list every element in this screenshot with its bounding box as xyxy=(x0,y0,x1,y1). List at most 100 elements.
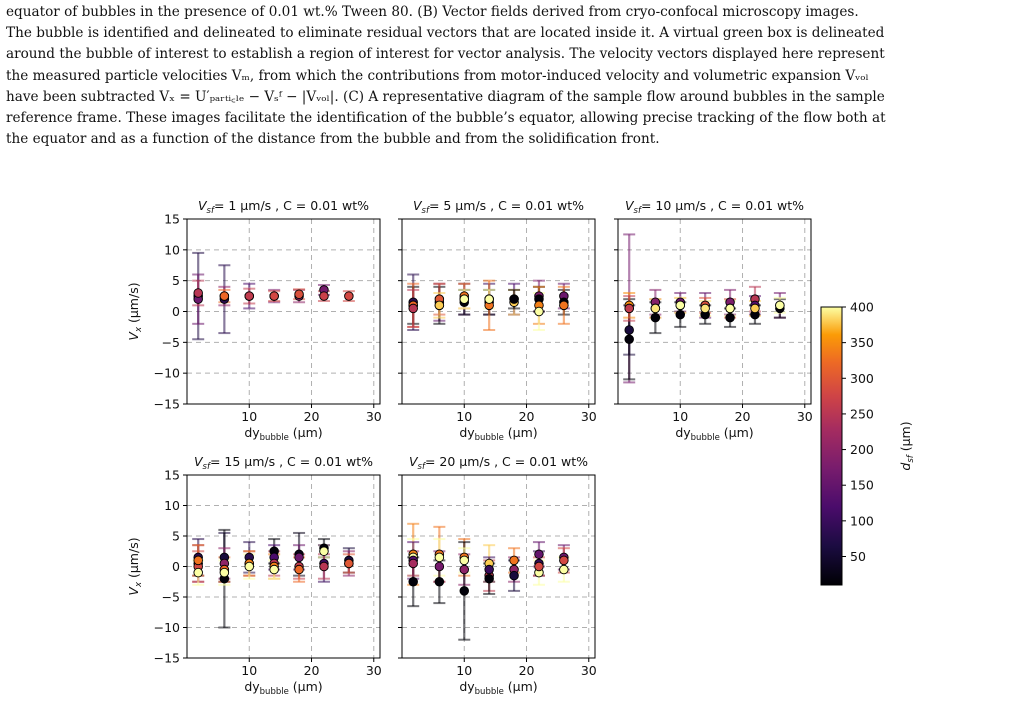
colorbar-tick-label: 200 xyxy=(850,442,874,457)
data-point xyxy=(725,303,735,314)
x-tick-label: 10 xyxy=(672,409,688,424)
data-point xyxy=(434,300,445,311)
data-point xyxy=(344,291,354,301)
x-axis-label: dybubble (μm) xyxy=(244,425,322,443)
subplot-title: Vsf= 5 μm/s , C = 0.01 wt% xyxy=(413,198,584,216)
data-point xyxy=(624,334,634,345)
data-point xyxy=(408,558,418,569)
data-point xyxy=(484,564,494,575)
x-tick-label: 30 xyxy=(366,409,382,424)
colorbar: 50 100 150 200 250 300 350 400 dsf (μm) xyxy=(820,300,916,586)
x-axis-label: dybubble (μm) xyxy=(675,425,753,443)
data-point xyxy=(534,549,544,560)
colorbar-tick-label: 400 xyxy=(850,300,874,315)
subplot-title: Vsf= 1 μm/s , C = 0.01 wt% xyxy=(198,198,369,216)
colorbar-tick-label: 50 xyxy=(850,549,866,564)
data-point xyxy=(675,309,686,320)
y-tick-label: −15 xyxy=(154,651,180,666)
y-tick-label: 15 xyxy=(164,212,180,227)
y-axis-label: Vx (μm/s) xyxy=(126,537,144,595)
x-tick-label: 20 xyxy=(519,409,535,424)
data-point xyxy=(244,291,255,301)
colorbar-label: dsf (μm) xyxy=(898,421,916,470)
colorbar-tick-label: 250 xyxy=(850,406,874,421)
subplot-title: Vsf= 10 μm/s , C = 0.01 wt% xyxy=(625,198,804,216)
data-point xyxy=(534,306,544,317)
data-point xyxy=(725,312,735,323)
y-tick-label: 10 xyxy=(164,242,180,257)
figure-caption: equator of bubbles in the presence of 0.… xyxy=(6,2,1024,150)
caption-line: equator of bubbles in the presence of 0.… xyxy=(6,4,859,20)
y-axis-label: Vx (μm/s) xyxy=(126,282,144,340)
x-tick-label: 10 xyxy=(456,409,472,424)
caption-line: around the bubble of interest to establi… xyxy=(6,46,885,63)
data-point xyxy=(559,555,569,566)
x-axis-label: dybubble (μm) xyxy=(459,425,537,443)
x-tick-label: 20 xyxy=(304,663,320,678)
data-point xyxy=(509,555,519,566)
y-tick-label: 10 xyxy=(164,498,180,513)
y-tick-label: 0 xyxy=(172,304,180,319)
caption-line: the measured particle velocities Vₘ, fro… xyxy=(6,67,869,84)
data-point xyxy=(408,303,418,314)
subplot-panel: 10 20 30 dybubble (μm) Vsf= 20 μm/s , C = 0.… xyxy=(398,454,597,697)
x-tick-label: 30 xyxy=(581,663,597,678)
data-point xyxy=(193,288,203,298)
data-point xyxy=(294,552,304,563)
data-point xyxy=(624,303,634,314)
data-point xyxy=(219,567,230,578)
data-point xyxy=(319,546,329,557)
data-point xyxy=(408,577,418,587)
subplot-panel: 10 20 30 dybubble (μm) −15 −10 −5 0 5 10 15 Vx (μm/… xyxy=(126,198,382,443)
y-tick-label: −15 xyxy=(154,397,180,412)
data-point xyxy=(700,303,710,314)
data-point xyxy=(459,586,470,596)
data-point xyxy=(459,564,470,575)
data-point xyxy=(459,555,470,566)
colorbar-gradient xyxy=(820,306,843,586)
data-point xyxy=(434,577,445,587)
data-point xyxy=(193,567,203,578)
data-point xyxy=(650,312,661,323)
caption-line: the equator and as a function of the dis… xyxy=(6,131,660,148)
x-tick-label: 20 xyxy=(735,409,751,424)
data-point xyxy=(319,291,329,301)
caption-line: have been subtracted Vₓ = U′ₚₐᵣₜᵢ꜀ₗₑ − V… xyxy=(6,88,885,105)
x-axis-label: dybubble (μm) xyxy=(244,679,322,697)
subplot-panel: 10 20 30 dybubble (μm) −15 −10 −5 0 5 10 15 Vx (μm/… xyxy=(126,454,382,697)
data-point xyxy=(484,573,494,584)
subplot-title: Vsf= 20 μm/s , C = 0.01 wt% xyxy=(409,454,588,472)
y-tick-label: 0 xyxy=(172,559,180,574)
subplot-panel: 10 20 30 dybubble (μm) Vsf= 5 μm/s , C = 0.0… xyxy=(398,198,597,443)
data-point xyxy=(269,564,279,575)
data-point xyxy=(434,561,445,572)
data-point xyxy=(319,561,329,572)
data-point xyxy=(509,294,519,304)
x-tick-label: 30 xyxy=(366,663,382,678)
data-point xyxy=(650,303,661,314)
data-point xyxy=(775,300,785,311)
x-tick-label: 20 xyxy=(304,409,320,424)
data-point xyxy=(559,564,569,575)
y-tick-label: 5 xyxy=(172,273,180,288)
data-point xyxy=(750,303,760,314)
subplot-title: Vsf= 15 μm/s , C = 0.01 wt% xyxy=(194,454,373,472)
y-tick-label: −5 xyxy=(162,590,180,605)
data-point xyxy=(294,289,304,299)
caption-line: reference frame. These images facilitate… xyxy=(6,110,886,127)
y-tick-label: −5 xyxy=(162,335,180,350)
data-point xyxy=(344,558,354,569)
y-tick-label: 15 xyxy=(164,468,180,483)
data-point xyxy=(624,325,634,335)
data-point xyxy=(193,555,203,566)
x-tick-label: 10 xyxy=(241,409,257,424)
caption-line: The bubble is identified and delineated … xyxy=(6,25,885,42)
x-tick-label: 10 xyxy=(241,663,257,678)
data-point xyxy=(434,552,445,563)
subplot-panel: 10 20 30 dybubble (μm) Vsf= 10 μm/s , C = 0.… xyxy=(614,198,813,443)
data-point xyxy=(675,300,686,311)
data-point xyxy=(219,291,230,301)
y-tick-label: −10 xyxy=(154,620,180,635)
colorbar-tick-label: 350 xyxy=(850,335,874,350)
